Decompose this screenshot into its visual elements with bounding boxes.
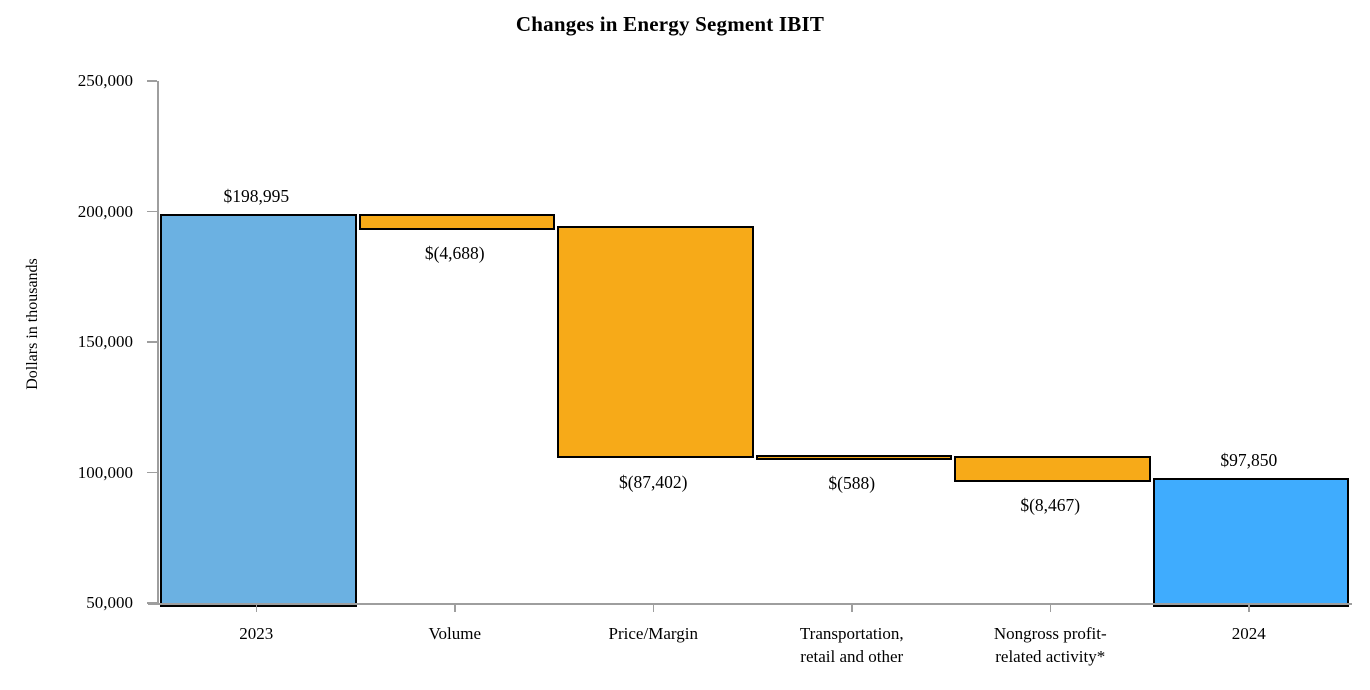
x-axis-label-transportation-retail-and-other: Transportation, retail and other: [753, 622, 952, 668]
y-axis-title: Dollars in thousands: [24, 258, 41, 390]
bar-2023: [160, 214, 357, 607]
y-axis-tick-label: 50,000: [86, 593, 133, 612]
bar-2024: [1152, 478, 1349, 607]
x-axis-label-line: 2023: [239, 624, 274, 643]
bar-transportation-retail-and-other: [755, 454, 952, 460]
x-axis-label-price-margin: Price/Margin: [554, 622, 753, 645]
value-label-price-margin: $(87,402): [618, 471, 688, 492]
x-axis-label-2024: 2024: [1150, 622, 1349, 645]
value-label-nongross-profit-related-activity: $(8,467): [1020, 495, 1081, 516]
value-label-volume: $(4,688): [424, 243, 485, 264]
x-axis-label-nongross-profit-related-activity: Nongross profit-related activity*: [951, 622, 1150, 668]
y-axis-tick-label: 200,000: [77, 201, 133, 221]
value-label-2023: $198,995: [223, 186, 290, 207]
x-axis-tick: [1049, 604, 1051, 612]
value-label-2024: $97,850: [1220, 450, 1278, 471]
x-axis-label-line: Volume: [428, 624, 482, 643]
x-axis-label-line: related activity*: [995, 647, 1106, 666]
y-axis-tick-label: 100,000: [77, 462, 133, 482]
y-axis-line: [157, 81, 159, 604]
x-axis-label-line: Price/Margin: [608, 624, 698, 643]
bar-volume: [358, 214, 555, 231]
x-axis-line: [148, 603, 1352, 605]
x-axis-label-line: Nongross profit-: [993, 624, 1107, 643]
chart-title: Changes in Energy Segment IBIT: [515, 12, 825, 36]
y-axis-tick: [147, 80, 157, 82]
x-axis-label-line: Transportation,: [799, 624, 904, 643]
y-axis-tick-label: 150,000: [77, 332, 133, 351]
x-axis-label-line: 2024: [1231, 624, 1266, 643]
bar-price-margin: [557, 226, 754, 459]
x-axis-tick: [454, 604, 456, 612]
y-axis-tick: [147, 341, 157, 343]
x-axis-tick: [652, 604, 654, 612]
x-axis-label-2023: 2023: [157, 622, 356, 645]
value-label-transportation-retail-and-other: $(588): [828, 473, 876, 493]
y-axis-tick: [147, 471, 157, 474]
x-axis-tick: [851, 604, 853, 612]
y-axis-tick-label: 250,000: [77, 71, 133, 90]
x-axis-tick: [255, 604, 257, 612]
x-axis-tick: [1248, 604, 1250, 612]
x-axis-label-line: retail and other: [800, 647, 904, 666]
x-axis-label-volume: Volume: [356, 622, 555, 645]
bar-nongross-profit-related-activity: [954, 456, 1151, 483]
y-axis-tick: [147, 210, 157, 213]
y-axis-tick: [147, 602, 157, 604]
